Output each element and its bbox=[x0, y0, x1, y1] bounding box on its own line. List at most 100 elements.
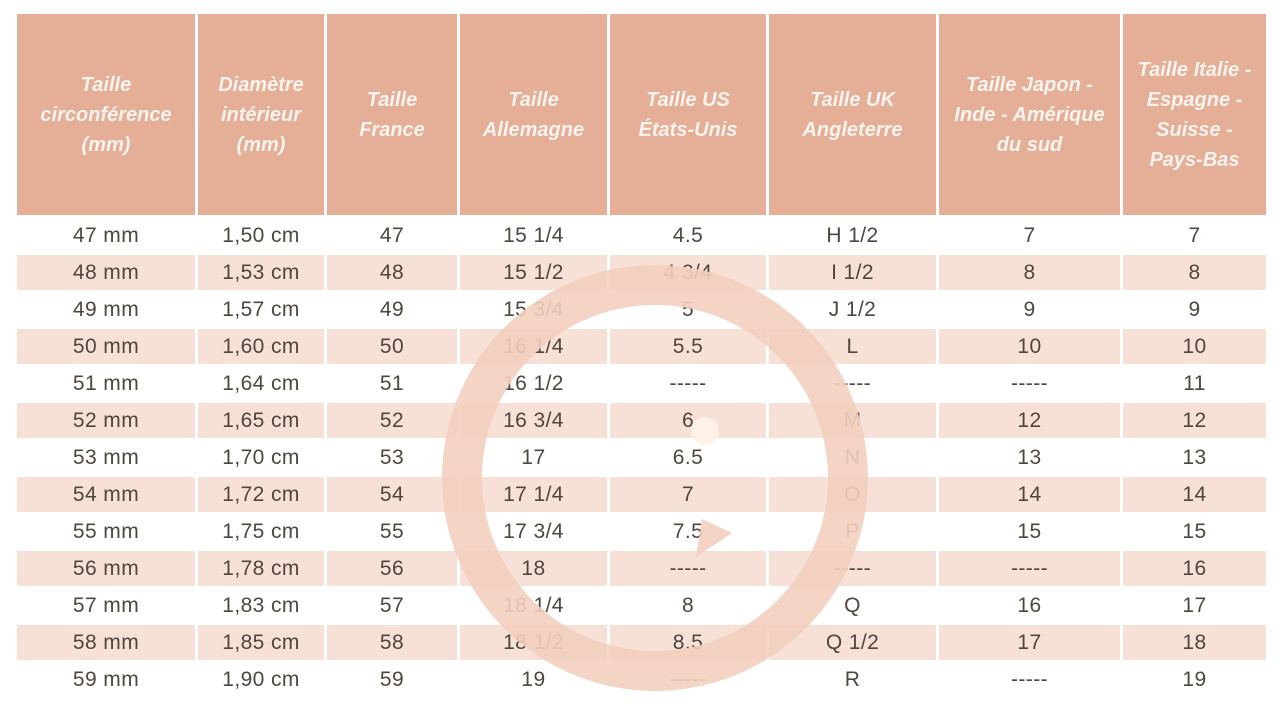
table-cell: 15 1/2 bbox=[457, 253, 610, 292]
table-row: 48 mm 1,53 cm 48 15 1/2 4 3/4 I 1/2 8 8 bbox=[14, 253, 1269, 292]
table-cell: P bbox=[766, 512, 939, 551]
table-cell: 8 bbox=[607, 586, 769, 625]
table-cell: 1,65 cm bbox=[195, 401, 327, 440]
table-cell: 1,64 cm bbox=[195, 364, 327, 403]
table-cell: 14 bbox=[1120, 475, 1269, 514]
table-cell: 1,75 cm bbox=[195, 512, 327, 551]
table-cell: H 1/2 bbox=[766, 215, 939, 255]
table-cell: 19 bbox=[457, 660, 610, 699]
table-cell: 58 mm bbox=[14, 623, 198, 662]
table-cell: ----- bbox=[936, 549, 1123, 588]
table-cell: 10 bbox=[1120, 327, 1269, 366]
column-header: Taille France bbox=[324, 14, 460, 218]
table-cell: 1,50 cm bbox=[195, 215, 327, 255]
table-cell: I 1/2 bbox=[766, 253, 939, 292]
table-cell: Q 1/2 bbox=[766, 623, 939, 662]
table-cell: 59 mm bbox=[14, 660, 198, 699]
table-cell: 1,53 cm bbox=[195, 253, 327, 292]
table-cell: 9 bbox=[936, 290, 1123, 329]
table-cell: 18 1/4 bbox=[457, 586, 610, 625]
table-cell: 15 3/4 bbox=[457, 290, 610, 329]
table-cell: 56 mm bbox=[14, 549, 198, 588]
table-cell: 47 mm bbox=[14, 215, 198, 255]
table-cell: 15 bbox=[936, 512, 1123, 551]
table-cell: 57 mm bbox=[14, 586, 198, 625]
table-cell: 17 3/4 bbox=[457, 512, 610, 551]
table-cell: 50 mm bbox=[14, 327, 198, 366]
table-cell: M bbox=[766, 401, 939, 440]
table-cell: 10 bbox=[936, 327, 1123, 366]
table-cell: 18 bbox=[457, 549, 610, 588]
table-cell: 55 mm bbox=[14, 512, 198, 551]
table-cell: 1,57 cm bbox=[195, 290, 327, 329]
table-cell: 6 bbox=[607, 401, 769, 440]
table-cell: 52 mm bbox=[14, 401, 198, 440]
table-cell: 49 bbox=[324, 290, 460, 329]
column-header: Diamètre intérieur (mm) bbox=[195, 14, 327, 218]
table-cell: 11 bbox=[1120, 364, 1269, 403]
column-header: Taille Allemagne bbox=[457, 14, 610, 218]
table-cell: 51 mm bbox=[14, 364, 198, 403]
table-row: 53 mm 1,70 cm 53 17 6.5 N 13 13 bbox=[14, 438, 1269, 477]
table-cell: 7 bbox=[1120, 215, 1269, 255]
table-cell: 50 bbox=[324, 327, 460, 366]
table-row: 50 mm 1,60 cm 50 16 1/4 5.5 L 10 10 bbox=[14, 327, 1269, 366]
table-cell: 16 bbox=[1120, 549, 1269, 588]
table-cell: ----- bbox=[607, 660, 769, 699]
table-cell: L bbox=[766, 327, 939, 366]
table-cell: 13 bbox=[1120, 438, 1269, 477]
table-cell: 56 bbox=[324, 549, 460, 588]
table-row: 56 mm 1,78 cm 56 18 ----- ----- ----- 16 bbox=[14, 549, 1269, 588]
table-cell: 49 mm bbox=[14, 290, 198, 329]
table-cell: 7.5 bbox=[607, 512, 769, 551]
table-cell: 17 bbox=[457, 438, 610, 477]
table-cell: 4.5 bbox=[607, 215, 769, 255]
table-cell: 17 bbox=[1120, 586, 1269, 625]
table-cell: 1,72 cm bbox=[195, 475, 327, 514]
table-cell: 1,85 cm bbox=[195, 623, 327, 662]
column-header: Taille circonférence (mm) bbox=[14, 14, 198, 218]
table-cell: 48 bbox=[324, 253, 460, 292]
table-cell: 14 bbox=[936, 475, 1123, 514]
table-cell: J 1/2 bbox=[766, 290, 939, 329]
table-cell: 47 bbox=[324, 215, 460, 255]
table-cell: 12 bbox=[936, 401, 1123, 440]
table-row: 59 mm 1,90 cm 59 19 ----- R ----- 19 bbox=[14, 660, 1269, 699]
table-cell: 1,60 cm bbox=[195, 327, 327, 366]
table-cell: 18 bbox=[1120, 623, 1269, 662]
table-cell: 8 bbox=[936, 253, 1123, 292]
table-cell: 1,83 cm bbox=[195, 586, 327, 625]
table-row: 57 mm 1,83 cm 57 18 1/4 8 Q 16 17 bbox=[14, 586, 1269, 625]
table-cell: 17 1/4 bbox=[457, 475, 610, 514]
table-cell: 12 bbox=[1120, 401, 1269, 440]
table-cell: ----- bbox=[607, 549, 769, 588]
table-cell: R bbox=[766, 660, 939, 699]
table-cell: 19 bbox=[1120, 660, 1269, 699]
table-cell: 1,90 cm bbox=[195, 660, 327, 699]
table-row: 58 mm 1,85 cm 58 18 1/2 8.5 Q 1/2 17 18 bbox=[14, 623, 1269, 662]
table-row: 55 mm 1,75 cm 55 17 3/4 7.5 P 15 15 bbox=[14, 512, 1269, 551]
table-cell: 16 bbox=[936, 586, 1123, 625]
table-cell: 53 mm bbox=[14, 438, 198, 477]
table-cell: 16 1/2 bbox=[457, 364, 610, 403]
table-cell: 58 bbox=[324, 623, 460, 662]
table-cell: 5.5 bbox=[607, 327, 769, 366]
header-row: Taille circonférence (mm) Diamètre intéri… bbox=[14, 14, 1269, 218]
table-cell: 15 1/4 bbox=[457, 215, 610, 255]
table-cell: N bbox=[766, 438, 939, 477]
table-cell: 54 bbox=[324, 475, 460, 514]
table-cell: 1,78 cm bbox=[195, 549, 327, 588]
ring-size-conversion-table: Taille circonférence (mm) Diamètre intéri… bbox=[14, 14, 1269, 699]
table-cell: 6.5 bbox=[607, 438, 769, 477]
table-cell: ----- bbox=[936, 660, 1123, 699]
table-cell: 1,70 cm bbox=[195, 438, 327, 477]
table-cell: 17 bbox=[936, 623, 1123, 662]
table-cell: 5 bbox=[607, 290, 769, 329]
table-cell: 51 bbox=[324, 364, 460, 403]
table-cell: 48 mm bbox=[14, 253, 198, 292]
table-cell: 8.5 bbox=[607, 623, 769, 662]
table-row: 47 mm 1,50 cm 47 15 1/4 4.5 H 1/2 7 7 bbox=[14, 215, 1269, 255]
table-row: 52 mm 1,65 cm 52 16 3/4 6 M 12 12 bbox=[14, 401, 1269, 440]
column-header: Taille US États-Unis bbox=[607, 14, 769, 218]
